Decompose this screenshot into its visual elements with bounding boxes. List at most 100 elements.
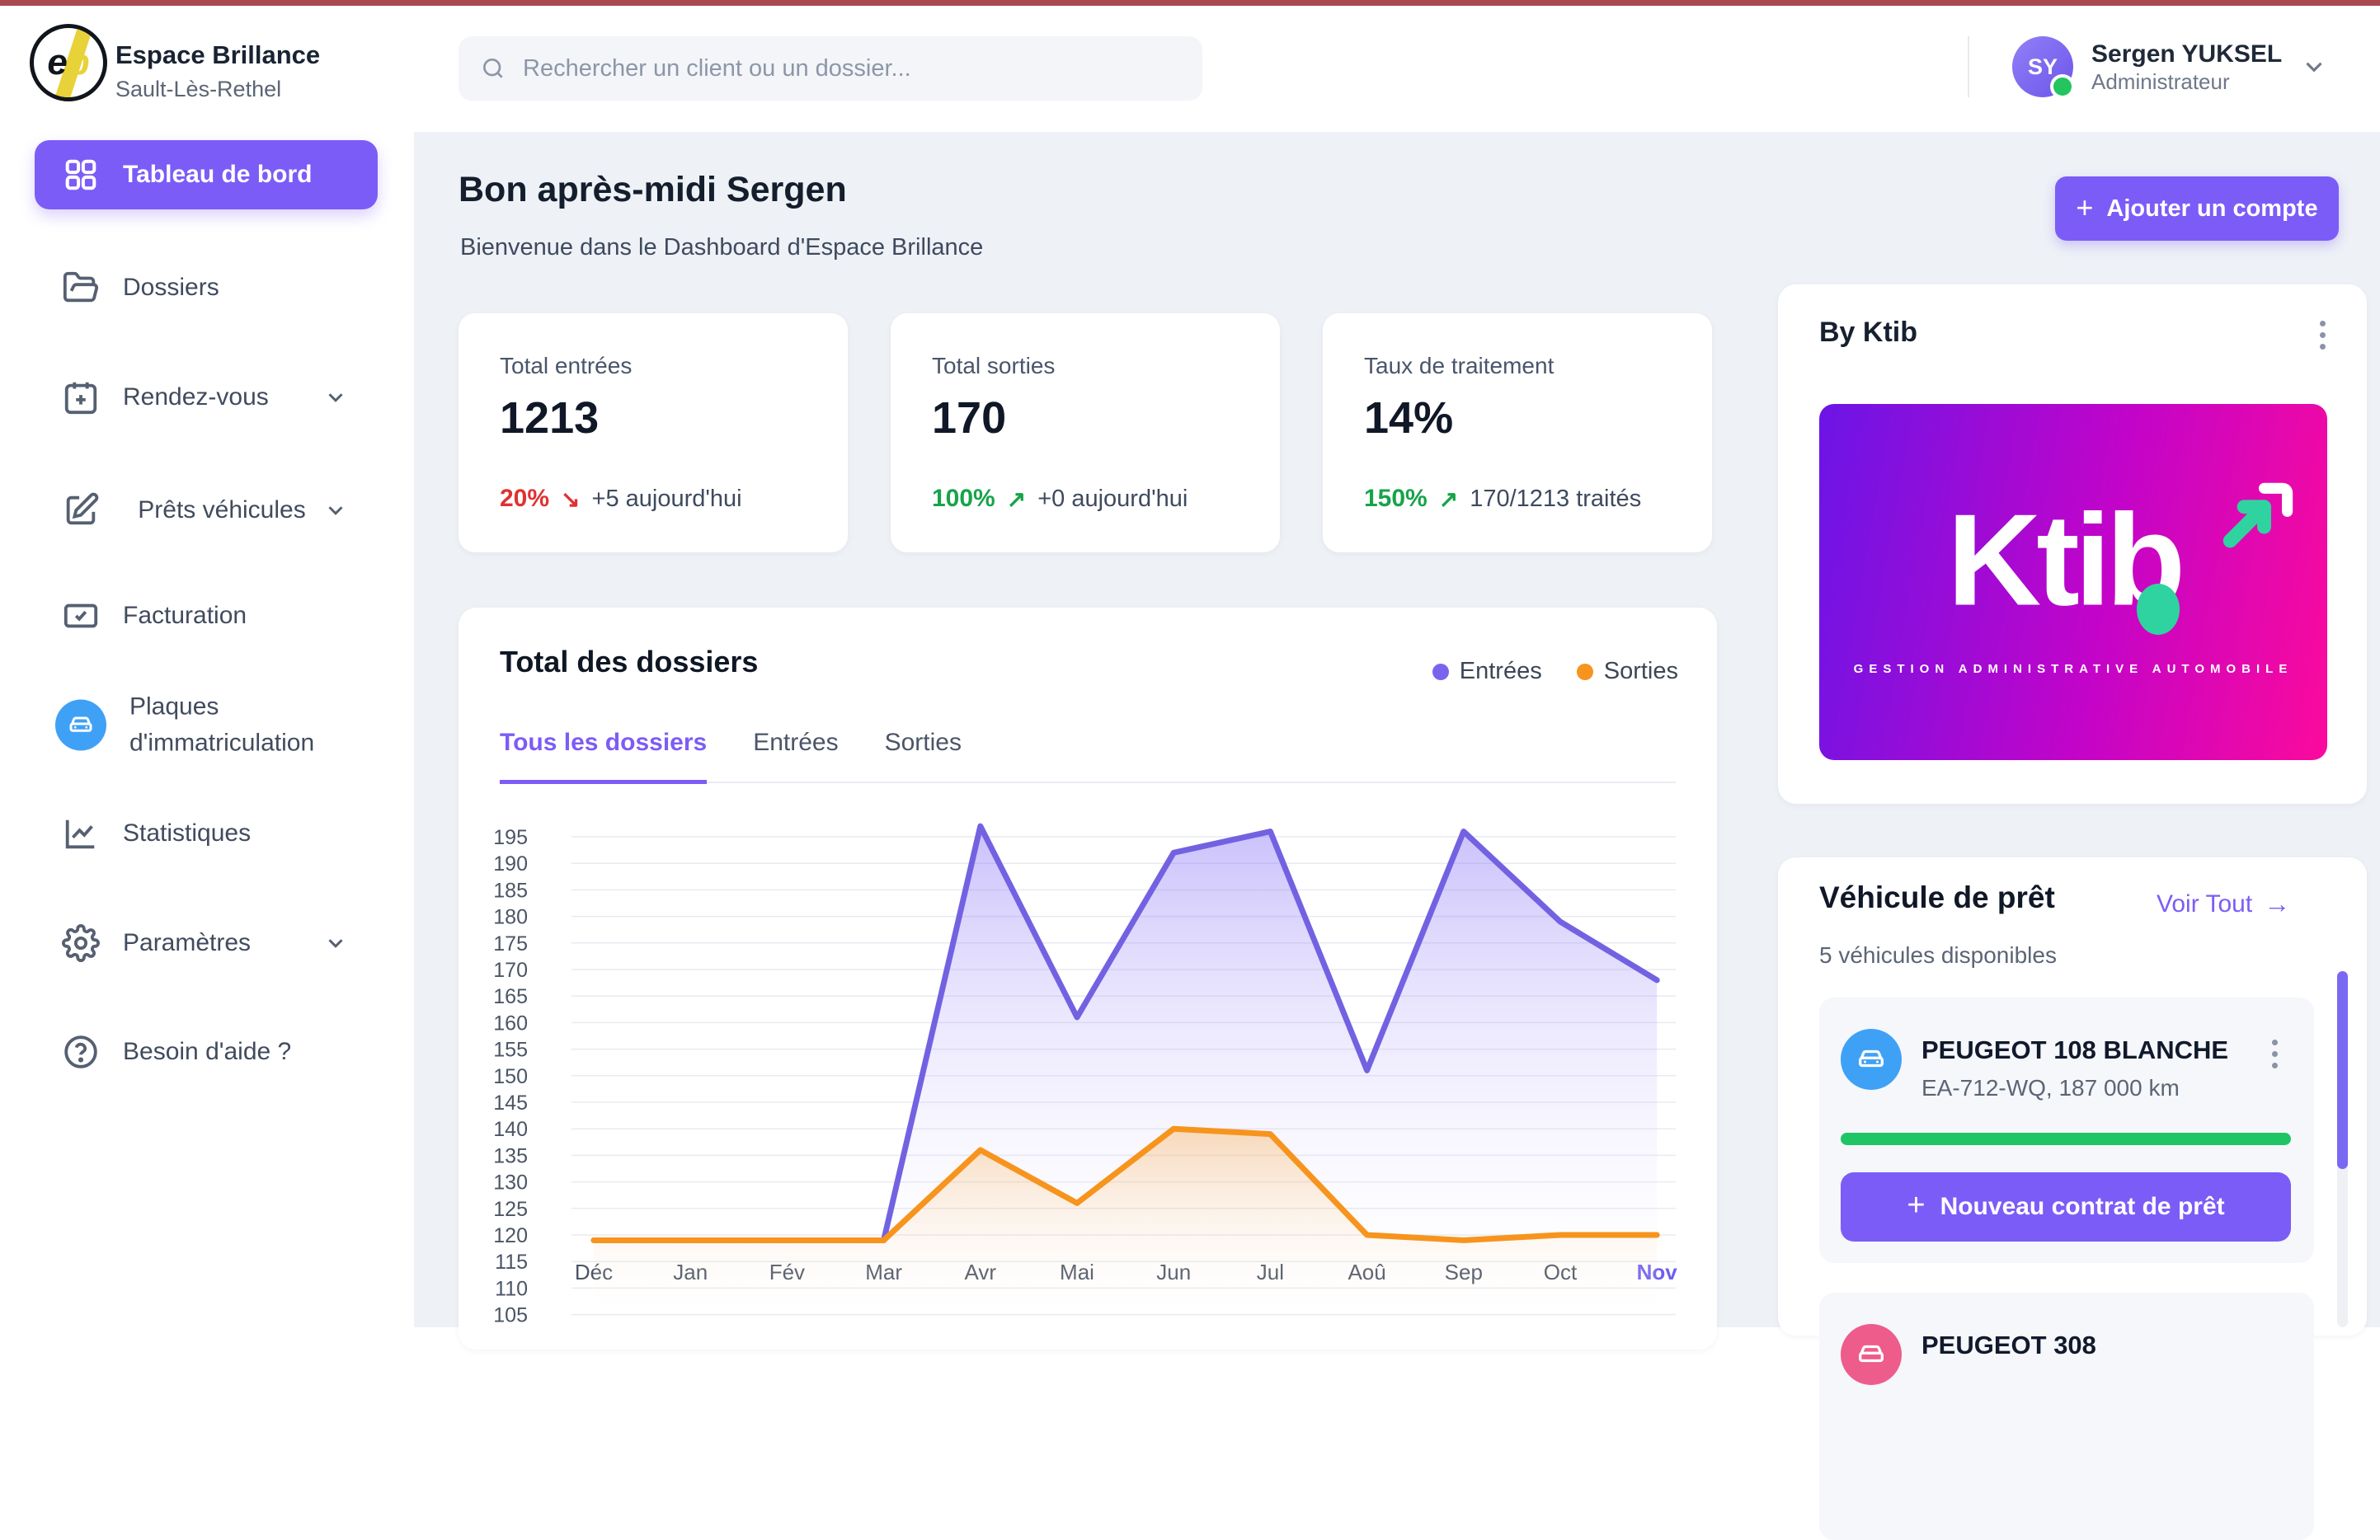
page-subtitle: Bienvenue dans le Dashboard d'Espace Bri…	[460, 234, 984, 261]
svg-text:120: 120	[493, 1224, 528, 1247]
svg-text:150: 150	[493, 1065, 528, 1088]
stat-label: Taux de traitement	[1364, 353, 1555, 378]
nouveau-contrat-button[interactable]: + Nouveau contrat de prêt	[1841, 1172, 2291, 1242]
sidebar-item-parametres[interactable]: Paramètres	[35, 924, 378, 962]
add-account-label: Ajouter un compte	[2106, 195, 2318, 222]
brand-logo-letter-b: b	[67, 42, 90, 82]
sidebar-item-dossiers[interactable]: Dossiers	[35, 269, 378, 307]
top-accent-strip	[0, 0, 2380, 6]
sidebar-item-rendez-vous[interactable]: Rendez-vous	[35, 378, 378, 416]
brand-logo-circle: e b	[30, 24, 107, 101]
page-greeting: Bon après-midi Sergen	[459, 170, 847, 209]
trend-down-icon: ↘	[561, 486, 581, 512]
vehicle-details: EA-712-WQ, 187 000 km	[1921, 1075, 2180, 1101]
svg-text:170: 170	[493, 959, 528, 982]
stat-label: Total sorties	[932, 353, 1056, 378]
stat-percent: 150%	[1364, 485, 1428, 512]
svg-text:175: 175	[493, 932, 528, 955]
sidebar-item-label: Dossiers	[123, 274, 219, 302]
stat-note: +0 aujourd'hui	[1037, 485, 1188, 512]
sidebar-item-prets-vehicules[interactable]: Prêts véhicules	[35, 491, 378, 529]
avatar-initials: SY	[2027, 54, 2058, 79]
tab-tous-les-dossiers[interactable]: Tous les dossiers	[500, 729, 708, 784]
stat-delta: 150% ↗ 170/1213 traités	[1364, 485, 1641, 513]
arrow-right-icon: →	[2264, 889, 2291, 918]
stat-delta: 20% ↘ +5 aujourd'hui	[500, 485, 742, 513]
legend-dot-entrees	[1432, 663, 1449, 680]
sidebar-item-statistiques[interactable]: Statistiques	[35, 815, 378, 852]
trend-up-icon: ↗	[1006, 486, 1027, 512]
chevron-down-icon	[328, 939, 343, 948]
brand-name: Espace Brillance	[115, 40, 321, 69]
user-info: Sergen YUKSEL Administrateur	[2091, 39, 2282, 96]
sidebar-item-besoin-aide[interactable]: Besoin d'aide ?	[35, 1033, 378, 1071]
svg-text:190: 190	[493, 852, 528, 876]
calendar-plus-icon	[64, 382, 97, 415]
user-name: Sergen YUKSEL	[2091, 40, 2283, 68]
sidebar-item-label: Facturation	[123, 602, 247, 630]
svg-text:105: 105	[493, 1304, 528, 1327]
car-icon	[1841, 1029, 1902, 1090]
vehicle-list-scrollbar-thumb[interactable]	[2337, 971, 2348, 1169]
sidebar-item-tableau-de-bord[interactable]: Tableau de bord	[35, 140, 378, 209]
grid-icon	[65, 159, 96, 190]
add-account-button[interactable]: + Ajouter un compte	[2055, 176, 2339, 241]
ktib-logo-dot	[2137, 584, 2180, 636]
svg-text:130: 130	[493, 1171, 528, 1195]
search-bar[interactable]	[459, 36, 1202, 101]
svg-text:125: 125	[493, 1198, 528, 1221]
svg-text:155: 155	[493, 1039, 528, 1062]
tabs-divider	[500, 782, 1676, 783]
stat-card-total-sorties: Total sorties 170 100% ↗ +0 aujourd'hui	[891, 313, 1280, 552]
byktib-title: By Ktib	[1819, 317, 1917, 348]
search-input[interactable]	[521, 54, 1151, 83]
stat-card-taux-traitement: Taux de traitement 14% 150% ↗ 170/1213 t…	[1323, 313, 1712, 552]
kebab-menu-icon[interactable]	[2306, 312, 2339, 358]
stat-card-total-entrees: Total entrées 1213 20% ↘ +5 aujourd'hui	[459, 313, 848, 552]
chart-tabs: Tous les dossiers Entrées Sorties	[500, 729, 962, 784]
svg-text:110: 110	[495, 1277, 528, 1300]
tab-entrees[interactable]: Entrées	[753, 729, 839, 756]
sidebar-item-facturation[interactable]: Facturation	[35, 597, 378, 635]
sidebar-item-plaques-immatriculation[interactable]: Plaques d'immatriculation	[35, 689, 378, 761]
invoice-check-icon	[63, 603, 98, 628]
vehicle-availability-bar	[1841, 1133, 2291, 1145]
sidebar-item-label: Paramètres	[123, 929, 252, 957]
nouveau-contrat-label: Nouveau contrat de prêt	[1940, 1193, 2225, 1220]
vehicules-disponibles-count: 5 véhicules disponibles	[1819, 942, 2057, 968]
stat-label: Total entrées	[500, 353, 633, 378]
car-plate-icon	[55, 699, 106, 750]
stat-value: 14%	[1364, 393, 1454, 443]
stat-value: 1213	[500, 393, 600, 443]
brand-location: Sault-Lès-Rethel	[115, 77, 282, 101]
sidebar: e b Espace Brillance Sault-Lès-Rethel Ta…	[0, 6, 414, 1327]
legend-label: Sorties	[1603, 658, 1678, 684]
stat-percent: 20%	[500, 485, 550, 512]
svg-text:140: 140	[493, 1118, 528, 1141]
chevron-down-icon	[328, 506, 343, 515]
tab-sorties[interactable]: Sorties	[884, 729, 962, 756]
vehicules-pret-title: Véhicule de prêt	[1819, 880, 2055, 914]
vehicle-name: PEUGEOT 308	[1921, 1331, 2096, 1359]
header-divider	[1968, 36, 1969, 97]
vehicle-name: PEUGEOT 108 BLANCHE	[1921, 1035, 2229, 1064]
kebab-menu-icon[interactable]	[2258, 1031, 2291, 1077]
online-status-dot	[2050, 74, 2075, 99]
chevron-down-icon	[2306, 62, 2322, 73]
stat-note: 170/1213 traités	[1470, 485, 1642, 512]
brand-logo: e b	[30, 24, 107, 101]
svg-text:145: 145	[493, 1092, 528, 1115]
sidebar-item-label: Plaques d'immatriculation	[129, 693, 315, 757]
help-circle-icon	[64, 1035, 97, 1068]
brand-logo-letter-e: e	[47, 42, 68, 82]
legend-label: Entrées	[1459, 658, 1542, 684]
legend-entrees: Entrées	[1432, 658, 1542, 685]
svg-text:185: 185	[493, 879, 528, 902]
svg-text:160: 160	[493, 1012, 528, 1035]
user-menu[interactable]: SY Sergen YUKSEL Administrateur	[2012, 30, 2359, 104]
plus-icon: +	[2076, 190, 2094, 224]
dossiers-line-chart: 105 110 115 120 125 130 135 140 145 150 155 160 165 1…	[493, 823, 1677, 1327]
stat-delta: 100% ↗ +0 aujourd'hui	[932, 485, 1188, 513]
voir-tout-link[interactable]: Voir Tout →	[2157, 889, 2290, 919]
svg-text:165: 165	[493, 985, 528, 1008]
